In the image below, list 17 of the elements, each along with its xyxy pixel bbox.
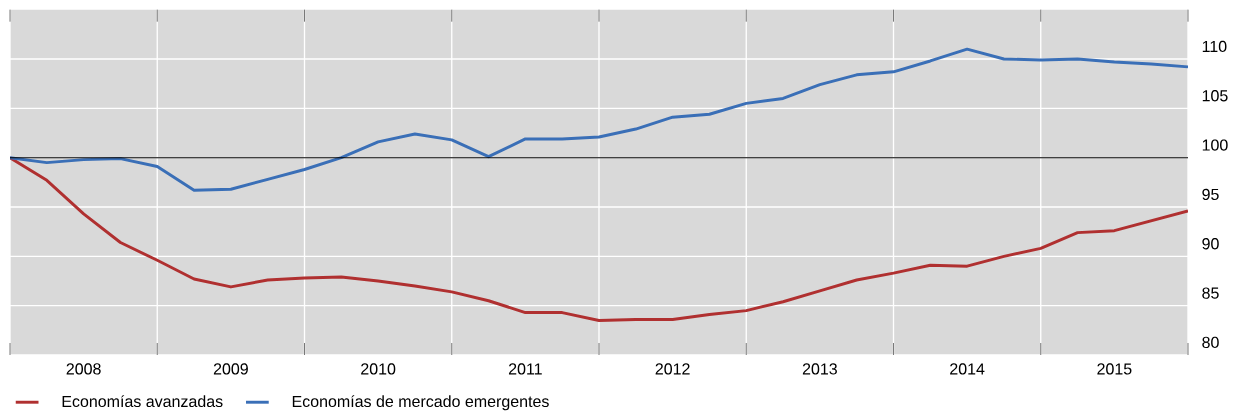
y-tick-label: 90 — [1202, 238, 1219, 250]
x-tick-label: 2015 — [1097, 363, 1132, 375]
x-tick-label: 2011 — [508, 363, 542, 375]
x-tick-label: 2014 — [950, 363, 985, 375]
y-tick-label: 80 — [1202, 336, 1219, 349]
y-tick-label: 95 — [1202, 188, 1219, 201]
y-tick-label: 110 — [1202, 40, 1227, 53]
x-tick-label: 2008 — [66, 363, 101, 375]
legend-label: Economías avanzadas — [62, 395, 223, 408]
x-tick-label: 2009 — [213, 363, 248, 375]
y-tick-label: 105 — [1202, 90, 1228, 102]
x-tick-label: 2013 — [802, 363, 837, 375]
y-tick-label: 85 — [1202, 287, 1219, 299]
legend-label: Economías de mercado emergentes — [292, 395, 549, 411]
y-tick-label: 100 — [1202, 139, 1228, 151]
x-tick-label: 2010 — [361, 363, 396, 375]
x-tick-label: 2012 — [655, 363, 690, 375]
